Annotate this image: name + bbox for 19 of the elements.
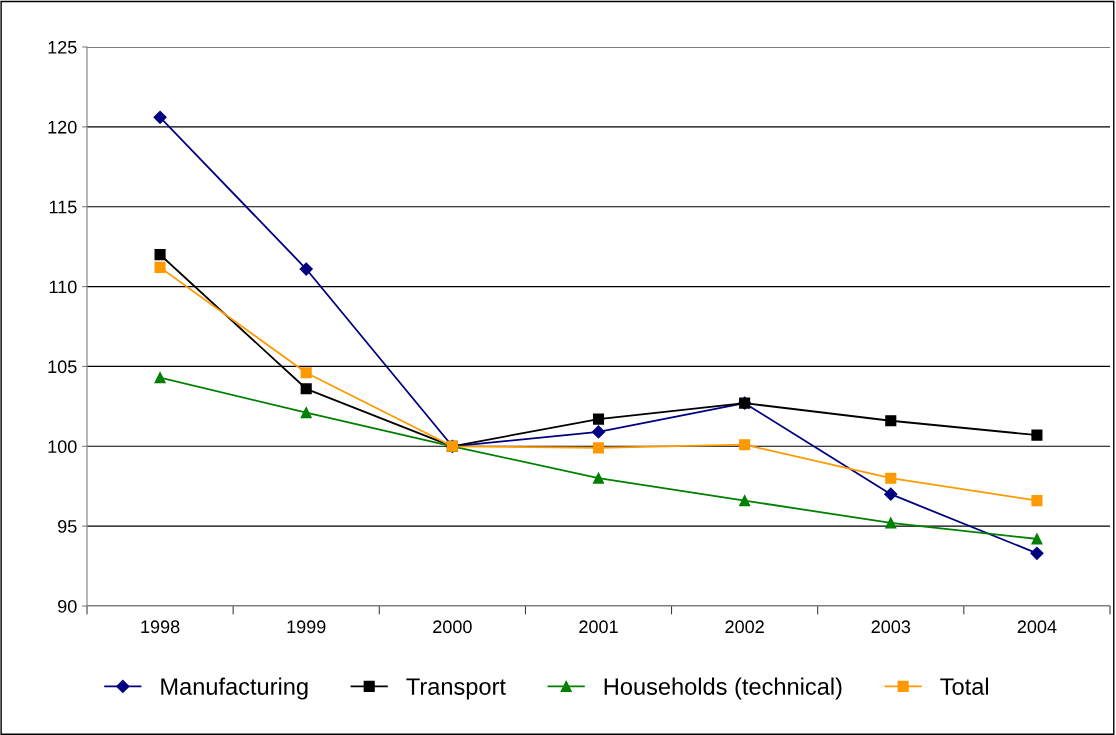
y-tick-label: 120 — [48, 120, 77, 134]
x-tick-label: 1999 — [287, 620, 326, 634]
y-tick-label: 125 — [48, 40, 77, 54]
legend-label: Households (technical) — [604, 677, 842, 700]
y-tick-label: 110 — [49, 280, 77, 294]
legend-label: Transport — [406, 678, 506, 700]
y-tick-label: 90 — [58, 599, 77, 613]
x-tick-label: 2000 — [433, 620, 472, 634]
legend-label: Manufacturing — [161, 677, 308, 700]
x-tick-label: 2004 — [1017, 620, 1057, 634]
y-tick-label: 115 — [49, 200, 77, 214]
x-tick-label: 2003 — [871, 620, 911, 634]
y-tick-label: 100 — [48, 440, 77, 454]
x-tick-label: 1998 — [141, 620, 180, 634]
y-tick-label: 95 — [58, 520, 77, 533]
y-tick-label: 105 — [48, 360, 77, 374]
x-tick-label: 2001 — [579, 620, 618, 634]
legend-label: Total — [940, 677, 989, 695]
x-tick-label: 2002 — [725, 620, 764, 634]
